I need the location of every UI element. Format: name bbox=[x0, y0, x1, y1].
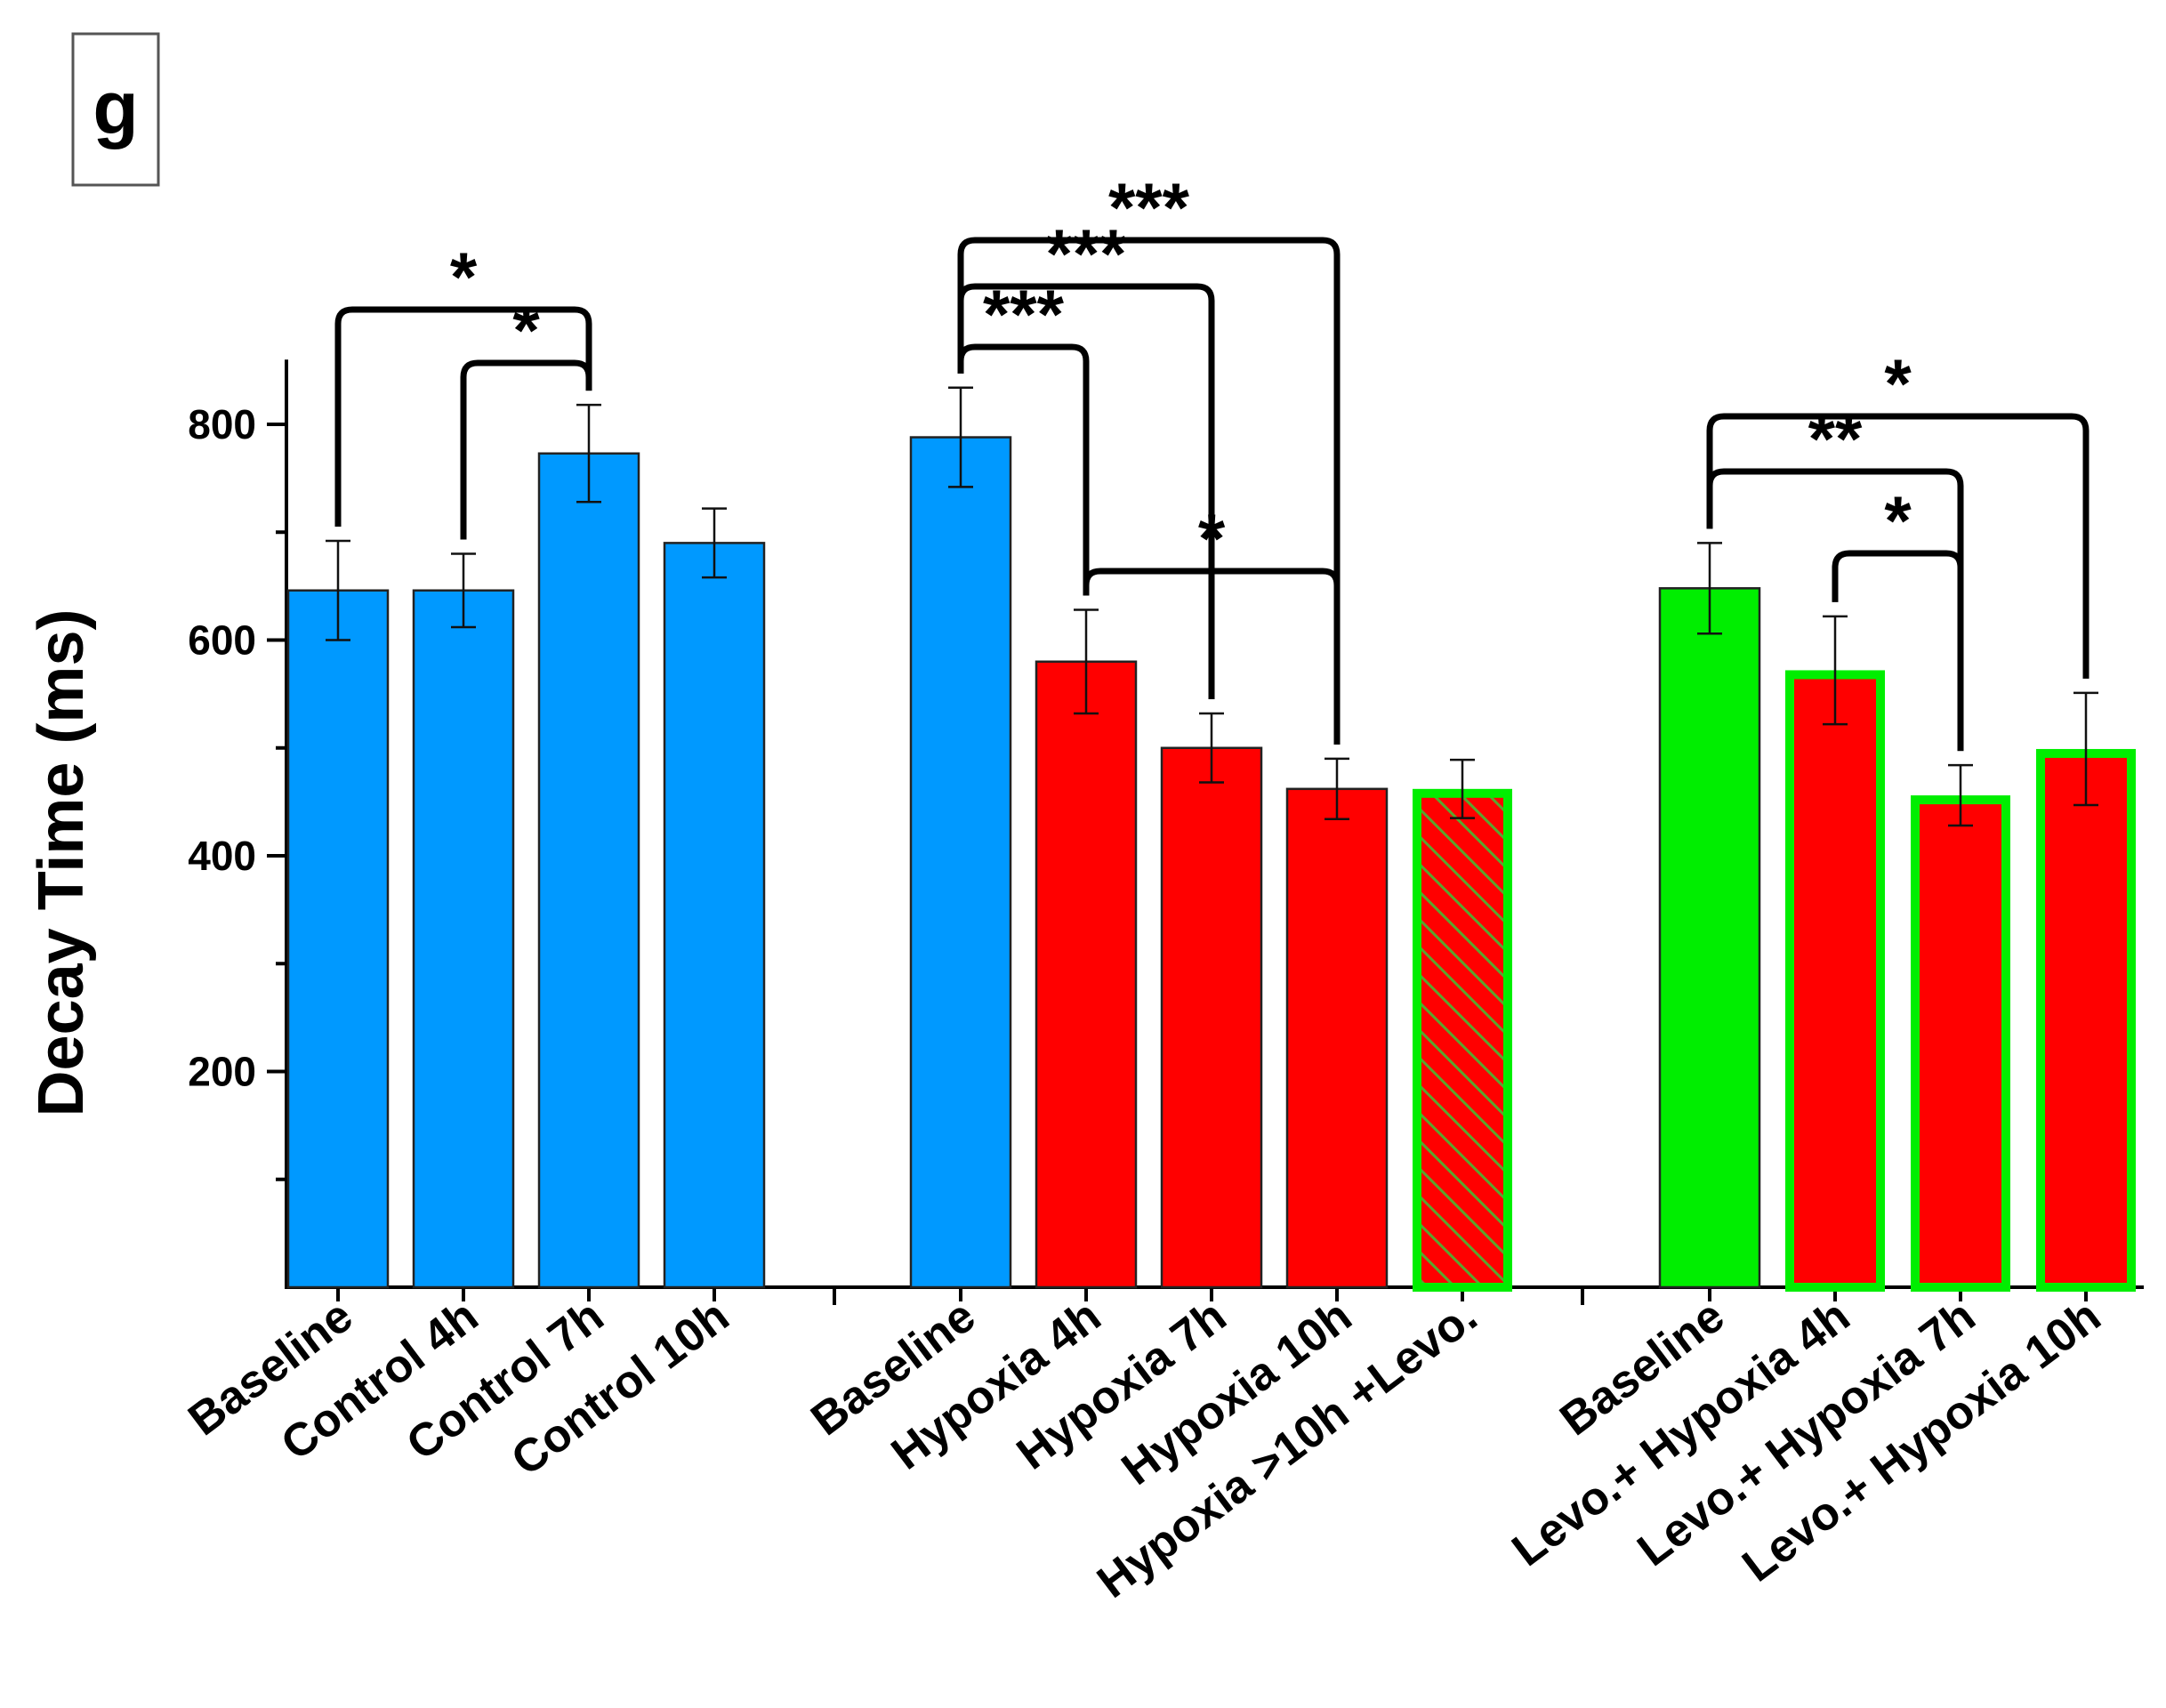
panel-label-box bbox=[71, 32, 160, 187]
y-axis-title: Decay Time (ms) bbox=[26, 609, 97, 1117]
panel-label: g bbox=[93, 66, 138, 149]
bar bbox=[1785, 670, 1885, 1292]
significance-stars: * bbox=[1884, 481, 1912, 560]
bar bbox=[1658, 587, 1761, 1289]
bar bbox=[286, 589, 390, 1289]
significance-bracket bbox=[334, 306, 592, 527]
bar bbox=[1911, 795, 2010, 1292]
significance-bracket bbox=[1083, 568, 1341, 745]
bar bbox=[1413, 788, 1512, 1292]
significance-stars: ** bbox=[1808, 399, 1863, 478]
significance-bracket bbox=[957, 237, 1341, 745]
y-tick-label: 200 bbox=[188, 1049, 256, 1095]
y-tick-label: 400 bbox=[188, 833, 256, 879]
bar bbox=[1160, 746, 1263, 1289]
y-tick-label: 600 bbox=[188, 617, 256, 664]
significance-stars: * bbox=[1198, 499, 1226, 577]
bars bbox=[286, 436, 2136, 1292]
bar bbox=[1285, 787, 1389, 1289]
significance-stars: * bbox=[512, 291, 540, 369]
y-tick-label: 800 bbox=[188, 401, 256, 447]
significance-stars: *** bbox=[1045, 214, 1127, 293]
bar bbox=[663, 542, 766, 1289]
bar bbox=[909, 436, 1012, 1289]
bar bbox=[537, 452, 640, 1289]
significance-brackets: ** ************** bbox=[334, 168, 2090, 752]
bar bbox=[2036, 748, 2136, 1292]
significance-bracket bbox=[460, 359, 592, 540]
significance-bracket bbox=[1832, 550, 1964, 752]
significance-stars: * bbox=[450, 238, 478, 316]
significance-stars: *** bbox=[1108, 168, 1190, 246]
bar bbox=[1035, 660, 1138, 1289]
significance-stars: * bbox=[1884, 344, 1912, 423]
bar bbox=[412, 589, 515, 1289]
significance-bracket bbox=[1706, 468, 1964, 752]
significance-bracket bbox=[1706, 413, 2090, 679]
error-bars bbox=[326, 386, 2098, 827]
